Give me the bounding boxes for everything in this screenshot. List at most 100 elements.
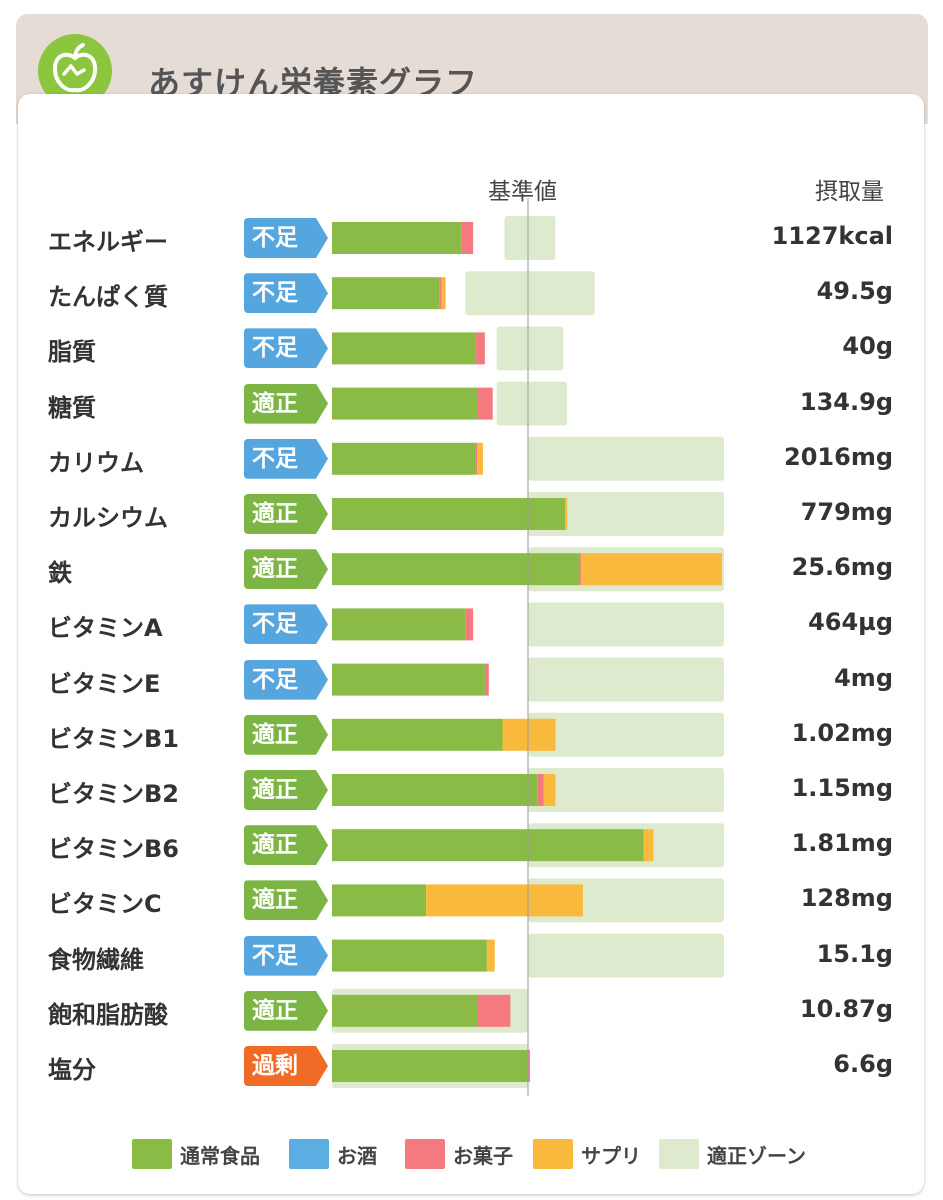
- bar-14-2: [477, 994, 511, 1027]
- zone-3: [496, 381, 568, 426]
- nutrient-label: ビタミンB2: [48, 780, 179, 808]
- zone-1: [465, 271, 595, 316]
- nutrient-label: ビタミンB1: [48, 724, 179, 753]
- bar-1-3: [441, 277, 446, 310]
- zone-13: [528, 933, 724, 978]
- intake-value: 10.87g: [799, 994, 893, 1023]
- status-badge: 不足: [244, 935, 328, 976]
- bar-3-2: [477, 387, 493, 420]
- intake-value: 6.6g: [833, 1050, 893, 1078]
- bar-9-3: [502, 718, 556, 751]
- zone-0: [504, 216, 556, 260]
- status-badge: 適正: [244, 549, 328, 590]
- intake-value: 1127kcal: [771, 222, 893, 250]
- legend-item: 通常食品: [132, 1138, 260, 1170]
- intake-value: 4mg: [834, 663, 893, 692]
- legend-item: 適正ゾーン: [659, 1138, 806, 1170]
- nutrient-label: 脂質: [48, 338, 96, 367]
- bar-0-2: [461, 222, 474, 254]
- bar-10-2: [537, 774, 544, 806]
- zone-9: [528, 712, 724, 757]
- status-badge: 不足: [244, 218, 328, 258]
- legend-swatch: [659, 1139, 699, 1169]
- bar-13-0: [332, 939, 487, 972]
- bar-1-0: [332, 277, 440, 310]
- legend-item: サプリ: [533, 1138, 641, 1170]
- bar-6-2: [578, 553, 581, 586]
- legend-swatch: [533, 1139, 573, 1169]
- legend-item: お酒: [289, 1138, 377, 1170]
- intake-value: 1.81mg: [791, 829, 893, 858]
- nutrient-label: たんぱく質: [48, 283, 168, 312]
- nutrient-label: 塩分: [48, 1056, 96, 1084]
- bar-6-3: [580, 553, 723, 586]
- status-badge: 適正: [244, 770, 328, 810]
- nutrient-label: 糖質: [48, 393, 96, 422]
- bar-1-2: [439, 277, 442, 310]
- intake-value: 2016mg: [784, 442, 893, 471]
- nutrient-label: ビタミンB6: [48, 835, 179, 864]
- bar-0-0: [332, 222, 462, 254]
- status-badge: 適正: [244, 714, 328, 755]
- status-badge: 不足: [244, 273, 328, 314]
- intake-header: 摂取量: [815, 179, 884, 205]
- bar-7-2: [465, 608, 474, 641]
- status-badge: 適正: [244, 383, 328, 424]
- bar-5-0: [332, 498, 566, 530]
- apple-logo-svg: [52, 43, 98, 93]
- bar-8-0: [332, 663, 485, 696]
- bar-10-3: [543, 774, 556, 806]
- bar-10-0: [332, 774, 538, 806]
- legend-label: お菓子: [453, 1143, 513, 1168]
- zone-7: [528, 602, 724, 647]
- intake-value: 128mg: [800, 884, 893, 913]
- nutrient-label: 飽和脂肪酸: [48, 1000, 168, 1029]
- status-badge: 不足: [244, 659, 328, 700]
- bar-15-0: [332, 1050, 528, 1082]
- bar-4-3: [477, 442, 483, 475]
- bar-11-0: [332, 829, 644, 862]
- nutrient-label: ビタミンA: [48, 614, 163, 643]
- bar-13-3: [486, 939, 495, 972]
- intake-value: 1.15mg: [791, 774, 893, 802]
- bar-9-0: [332, 718, 503, 751]
- zone-8: [528, 657, 724, 702]
- bar-2-2: [475, 332, 485, 365]
- nutrient-label: カルシウム: [48, 504, 168, 532]
- nutrient-label: エネルギー: [48, 228, 168, 256]
- intake-value: 25.6mg: [791, 553, 893, 582]
- intake-value: 49.5g: [816, 277, 893, 306]
- legend-swatch: [405, 1139, 445, 1169]
- bar-8-2: [484, 663, 489, 696]
- intake-value: 40g: [842, 332, 893, 361]
- legend-label: お酒: [337, 1143, 377, 1168]
- zone-2: [496, 326, 564, 371]
- bar-4-2: [475, 442, 478, 475]
- nutrient-label: カリウム: [48, 448, 144, 477]
- legend-label: サプリ: [581, 1143, 641, 1168]
- status-badge: 過剰: [244, 1046, 328, 1086]
- zone-5: [528, 492, 724, 536]
- intake-value: 779mg: [800, 498, 893, 526]
- bar-7-0: [332, 608, 466, 641]
- status-badge: 不足: [244, 604, 328, 645]
- intake-value: 15.1g: [816, 939, 893, 968]
- status-badge: 適正: [244, 990, 328, 1031]
- baseline-header: 基準値: [488, 179, 557, 205]
- legend-item: お菓子: [405, 1138, 513, 1170]
- status-badge: 適正: [244, 880, 328, 921]
- intake-value: 464µg: [808, 608, 893, 637]
- bar-14-0: [332, 994, 478, 1027]
- intake-value: 134.9g: [799, 387, 893, 416]
- bar-3-0: [332, 387, 478, 420]
- status-badge: 適正: [244, 825, 328, 866]
- nutrient-label: ビタミンE: [48, 669, 161, 698]
- bar-6-0: [332, 553, 579, 586]
- bar-4-0: [332, 442, 476, 475]
- bar-15-2: [528, 1050, 530, 1082]
- bar-12-0: [332, 884, 427, 917]
- nutrient-label: ビタミンC: [48, 890, 162, 919]
- bar-11-3: [643, 829, 654, 862]
- legend-label: 適正ゾーン: [707, 1143, 806, 1168]
